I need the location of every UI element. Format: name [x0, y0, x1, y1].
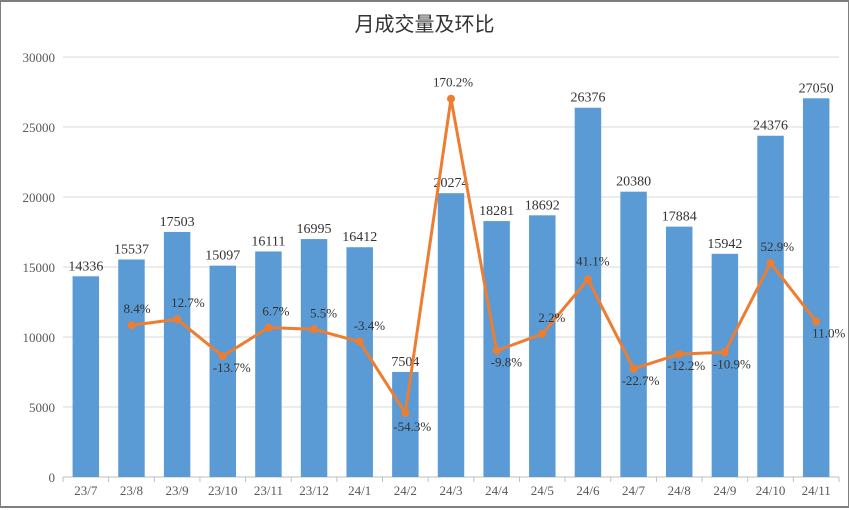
bar	[803, 98, 829, 477]
bar-value-label: 15097	[205, 249, 240, 264]
line-value-label: 12.7%	[171, 295, 205, 310]
svg-text:0: 0	[49, 470, 56, 485]
x-axis-label: 24/2	[394, 483, 417, 498]
bar	[529, 215, 555, 477]
line-value-label: -10.9%	[713, 356, 751, 371]
svg-text:20000: 20000	[23, 190, 56, 205]
line-marker	[721, 348, 729, 356]
x-axis-label: 23/11	[254, 483, 283, 498]
line-value-label: 41.1%	[576, 253, 610, 268]
bar-value-label: 18281	[479, 204, 514, 219]
bar	[438, 193, 464, 477]
bar	[255, 251, 281, 477]
line-value-label: 6.7%	[262, 304, 289, 319]
line-marker	[447, 95, 455, 103]
bar-value-label: 15537	[114, 242, 149, 257]
line-marker	[264, 324, 272, 332]
x-axis-label: 23/8	[120, 483, 143, 498]
bar-value-label: 20380	[616, 175, 651, 190]
x-axis-label: 24/10	[756, 483, 786, 498]
line-value-label: 8.4%	[123, 301, 150, 316]
line-marker	[356, 338, 364, 346]
svg-text:10000: 10000	[23, 330, 56, 345]
line-marker	[812, 318, 820, 326]
line-value-label: 2.2%	[538, 310, 565, 325]
x-axis-label: 24/4	[485, 483, 509, 498]
x-axis-label: 23/7	[74, 483, 98, 498]
bar	[118, 259, 144, 477]
x-axis-label: 23/9	[166, 483, 189, 498]
x-axis-label: 24/8	[668, 483, 691, 498]
x-axis-label: 24/5	[531, 483, 554, 498]
chart-svg: 0 5000 10000 15000 20000 25000 30000 14336 23/7 1…	[1, 2, 849, 510]
svg-text:15000: 15000	[23, 260, 56, 275]
bar-value-label: 7504	[391, 355, 419, 370]
x-axis-label: 24/3	[439, 483, 462, 498]
x-axis-label: 24/6	[576, 483, 600, 498]
bar-value-label: 17503	[160, 215, 195, 230]
bar-value-label: 16111	[251, 234, 285, 249]
svg-text:30000: 30000	[23, 50, 56, 65]
bar	[757, 136, 783, 477]
bar-value-label: 27050	[799, 81, 834, 96]
line-marker	[310, 325, 318, 333]
line-marker	[767, 259, 775, 267]
line-value-label: -13.7%	[213, 360, 251, 375]
bar-value-label: 17884	[662, 210, 697, 225]
bar	[620, 192, 646, 477]
chart-container: 月成交量及环比 05000100001500020000250003000014…	[0, 0, 849, 508]
svg-text:5000: 5000	[29, 400, 55, 415]
line-value-label: 52.9%	[761, 239, 795, 254]
x-axis-label: 24/7	[622, 483, 646, 498]
line-marker	[584, 275, 592, 283]
bar	[73, 276, 99, 477]
line-value-label: -22.7%	[622, 373, 660, 388]
bar-value-label: 14336	[68, 259, 103, 274]
line-value-label: -54.3%	[393, 419, 431, 434]
line-value-label: -12.2%	[667, 358, 705, 373]
bar	[346, 247, 372, 477]
x-axis-label: 24/1	[348, 483, 371, 498]
line-marker	[630, 365, 638, 373]
bar-value-label: 15942	[707, 237, 742, 252]
bar-value-label: 16412	[342, 230, 377, 245]
svg-text:25000: 25000	[23, 120, 56, 135]
line-marker	[675, 350, 683, 358]
line-value-label: 5.5%	[310, 305, 337, 320]
line-marker	[219, 352, 227, 360]
line-marker	[127, 321, 135, 329]
x-axis-label: 23/12	[299, 483, 329, 498]
line-value-label: 170.2%	[433, 75, 473, 90]
bar-value-label: 24376	[753, 119, 788, 134]
line-marker	[401, 409, 409, 417]
bar-value-label: 26376	[570, 91, 605, 106]
line-value-label: -9.8%	[491, 355, 523, 370]
line-marker	[173, 315, 181, 323]
line-value-label: -3.4%	[354, 318, 386, 333]
x-axis-label: 24/9	[713, 483, 736, 498]
bar	[164, 232, 190, 477]
bar-value-label: 18692	[525, 198, 560, 213]
line-value-label: 11.0%	[812, 326, 845, 341]
bar-value-label: 16995	[297, 222, 332, 237]
x-axis-label: 24/11	[802, 483, 831, 498]
bar	[301, 239, 327, 477]
line-marker	[493, 347, 501, 355]
line-marker	[538, 330, 546, 338]
x-axis-label: 23/10	[208, 483, 238, 498]
